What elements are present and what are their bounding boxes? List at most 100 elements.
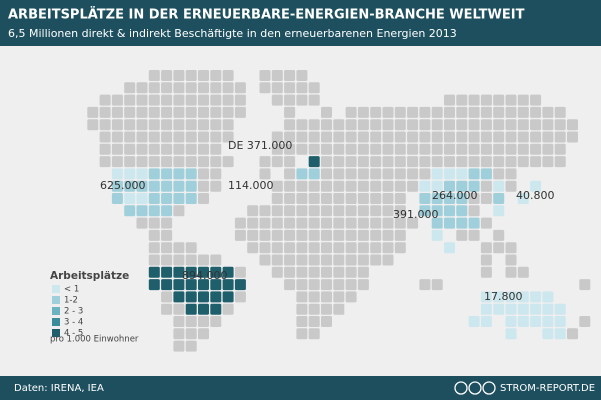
map-cell [99, 143, 111, 155]
map-cell [271, 229, 283, 241]
map-cell [210, 106, 222, 118]
map-cell [444, 217, 455, 229]
map-cell [148, 229, 160, 241]
map-cell [284, 131, 296, 143]
map-cell [480, 94, 492, 106]
map-cell [579, 279, 591, 291]
map-cell [296, 70, 308, 81]
map-cell [185, 119, 197, 131]
map-cell [296, 279, 308, 291]
map-cell [345, 180, 357, 192]
map-cell [431, 106, 443, 118]
map-cell [480, 266, 492, 278]
map-cell [431, 205, 443, 217]
map-cell [173, 180, 185, 192]
map-cell [284, 106, 296, 118]
map-cell [185, 303, 197, 315]
map-label: 894.000 [182, 269, 228, 282]
map-cell [382, 180, 394, 192]
map-cell [284, 254, 296, 266]
map-cell [161, 106, 173, 118]
map-cell [296, 291, 308, 303]
map-cell [210, 156, 222, 168]
map-cell [357, 119, 369, 131]
map-cell [407, 156, 419, 168]
map-cell [124, 106, 136, 118]
map-cell [198, 266, 209, 278]
map-cell [333, 143, 345, 155]
map-cell [505, 266, 517, 278]
map-cell [333, 205, 345, 217]
map-cell [198, 291, 209, 303]
map-cell [480, 143, 492, 155]
map-cell [480, 193, 492, 204]
map-cell [296, 143, 308, 155]
map-cell [161, 168, 173, 180]
map-cell [456, 119, 468, 131]
map-cell [136, 82, 148, 94]
map-cell [296, 205, 308, 217]
map-cell [161, 217, 173, 229]
map-cell [210, 70, 222, 81]
map-cell [161, 229, 173, 241]
map-cell [333, 180, 345, 192]
title: ARBEITSPLÄTZE IN DER ERNEUERBARE-ENERGIE… [8, 7, 525, 23]
map-cell [493, 193, 505, 204]
map-cell [370, 193, 382, 204]
map-cell [357, 143, 369, 155]
map-cell [173, 303, 185, 315]
map-cell [505, 242, 517, 254]
map-cell [444, 180, 455, 192]
map-cell [530, 316, 542, 327]
map-cell [259, 70, 271, 81]
map-cell [345, 156, 357, 168]
map-cell [284, 229, 296, 241]
map-cell [259, 254, 271, 266]
map-cell [173, 143, 185, 155]
map-cell [222, 131, 234, 143]
map-cell [505, 119, 517, 131]
map-cell [394, 242, 406, 254]
map-cell [321, 156, 332, 168]
map-cell [493, 156, 505, 168]
map-cell [480, 303, 492, 315]
map-cell [247, 229, 259, 241]
map-cell [542, 106, 554, 118]
map-cell [161, 82, 173, 94]
map-cell [480, 254, 492, 266]
map-cell [357, 106, 369, 118]
map-cell [321, 254, 332, 266]
map-cell [271, 205, 283, 217]
map-cell [271, 242, 283, 254]
map-cell [419, 156, 431, 168]
map-label: 264.000 [432, 189, 478, 202]
map-cell [431, 156, 443, 168]
map-cell [542, 143, 554, 155]
map-cell [198, 279, 209, 291]
map-cell [222, 82, 234, 94]
map-cell [198, 328, 209, 340]
map-cell [284, 217, 296, 229]
map-cell [333, 168, 345, 180]
map-cell [333, 291, 345, 303]
map-cell [431, 119, 443, 131]
map-cell [173, 242, 185, 254]
map-cell [259, 205, 271, 217]
legend-label: < 1 [64, 285, 79, 295]
map-cell [308, 229, 320, 241]
map-cell [173, 291, 185, 303]
map-cell [542, 316, 554, 327]
map-cell [505, 143, 517, 155]
map-cell [296, 266, 308, 278]
map-cell [271, 193, 283, 204]
map-cell [136, 94, 148, 106]
map-cell [198, 143, 209, 155]
map-cell [321, 229, 332, 241]
map-cell [185, 242, 197, 254]
map-cell [111, 168, 123, 180]
map-cell [333, 266, 345, 278]
map-cell [357, 131, 369, 143]
map-cell [148, 279, 160, 291]
map-cell [99, 156, 111, 168]
map-cell [321, 266, 332, 278]
